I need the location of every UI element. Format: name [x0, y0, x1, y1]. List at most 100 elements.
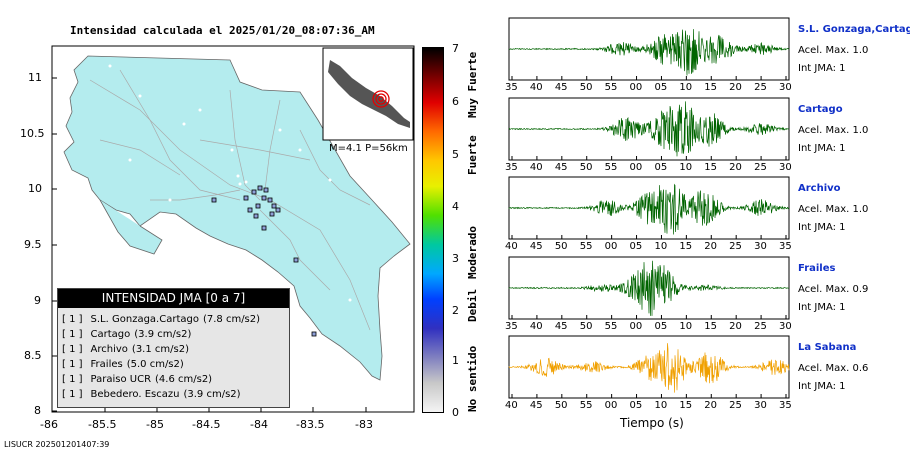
time-tick-label: 10 [654, 241, 668, 252]
colorbar-tick: 5 [452, 148, 459, 161]
legend-level: [ 1 ] [62, 389, 83, 400]
legend-level: [ 1 ] [62, 329, 83, 340]
station-intensity: Int JMA: 1 [798, 302, 846, 313]
inset-caption: M=4.1 P=56km [329, 143, 408, 154]
legend-station: Frailes [90, 359, 123, 370]
time-tick-label: 45 [529, 241, 543, 252]
colorbar-tick: 3 [452, 252, 459, 265]
time-tick-label: 25 [729, 400, 742, 411]
time-tick-label: 25 [754, 321, 767, 332]
map-y-tick: 11 [28, 71, 42, 84]
seismogram-trace [508, 183, 790, 235]
time-tick-label: 05 [629, 400, 643, 411]
time-tick-label: 00 [604, 400, 618, 411]
seismogram-trace [508, 343, 790, 393]
time-tick-label: 40 [529, 82, 543, 93]
seismogram-trace [508, 101, 790, 157]
time-tick-label: 10 [679, 321, 693, 332]
legend-station: Bebedero. Escazu [90, 389, 180, 400]
legend-level: [ 1 ] [62, 374, 83, 385]
legend-accel: (3.9 cm/s2) [183, 389, 241, 400]
legend-row: [ 1 ] Bebedero. Escazu (3.9 cm/s2) [62, 389, 241, 400]
time-tick-label: 05 [654, 82, 668, 93]
time-tick-label: 35 [779, 400, 792, 411]
legend-row: [ 1 ] Cartago (3.9 cm/s2) [62, 329, 191, 340]
colorbar-tick: 7 [452, 42, 459, 55]
time-tick-label: 40 [529, 162, 543, 173]
time-tick-label: 55 [604, 321, 618, 332]
time-tick-label: 40 [505, 400, 518, 411]
legend-accel: (3.1 cm/s2) [131, 344, 189, 355]
station-accel: Acel. Max. 1.0 [798, 45, 869, 56]
map-y-tick: 9.5 [24, 238, 42, 251]
station-name: S.L. Gonzaga,Cartago [798, 24, 910, 35]
time-tick-label: 40 [529, 321, 543, 332]
time-tick-label: 50 [554, 400, 568, 411]
legend-station: Cartago [90, 329, 131, 340]
map-x-tick: -85.5 [88, 418, 117, 431]
time-tick-label: 30 [754, 400, 767, 411]
time-tick-label: 55 [579, 241, 593, 252]
road-network [89, 69, 371, 331]
time-tick-label: 20 [704, 241, 717, 252]
footer-id: LISUCR 202501201407:39 [4, 440, 110, 449]
station-accel: Acel. Max. 0.6 [798, 363, 869, 374]
time-tick-label: 45 [554, 162, 568, 173]
station-intensity: Int JMA: 1 [798, 222, 846, 233]
time-tick-label: 35 [505, 162, 518, 173]
legend-accel: (4.6 cm/s2) [155, 374, 213, 385]
time-tick-label: 00 [629, 321, 643, 332]
colorbar-tick: 1 [452, 354, 459, 367]
city-dots [108, 64, 352, 302]
time-tick-label: 45 [554, 321, 568, 332]
time-tick-label: 05 [629, 241, 643, 252]
time-tick-label: 20 [729, 82, 742, 93]
time-tick-label: 30 [754, 241, 767, 252]
station-intensity: Int JMA: 1 [798, 381, 846, 392]
time-tick-label: 35 [505, 321, 518, 332]
time-tick-label: 20 [729, 162, 742, 173]
time-tick-label: 35 [505, 82, 518, 93]
legend-row: [ 1 ] Archivo (3.1 cm/s2) [62, 344, 189, 355]
time-tick-label: 30 [779, 162, 792, 173]
station-intensity: Int JMA: 1 [798, 143, 846, 154]
map-y-tick-marks [52, 77, 57, 412]
map-x-tick: -83 [355, 418, 373, 431]
time-tick-label: 55 [579, 400, 593, 411]
station-name: Cartago [798, 104, 843, 115]
time-tick-label: 20 [704, 400, 717, 411]
map-x-tick: -84.5 [192, 418, 221, 431]
page-title: Intensidad calculada el 2025/01/20_08:07… [70, 24, 375, 37]
time-tick-label: 10 [654, 400, 668, 411]
intensity-colorbar [422, 47, 444, 413]
legend-title: INTENSIDAD JMA [0 a 7] [58, 289, 289, 308]
map-x-tick: -84 [250, 418, 268, 431]
time-tick-label: 55 [604, 82, 618, 93]
map-x-tick: -83.5 [296, 418, 325, 431]
time-tick-label: 00 [629, 82, 643, 93]
time-tick-label: 15 [704, 321, 717, 332]
time-tick-label: 00 [629, 162, 643, 173]
seismogram-trace [508, 29, 790, 76]
legend-station: Archivo [90, 344, 128, 355]
legend-row: [ 1 ] Frailes (5.0 cm/s2) [62, 359, 184, 370]
station-name: La Sabana [798, 342, 857, 353]
nicoya-peninsula [99, 199, 163, 255]
time-tick-label: 25 [754, 82, 767, 93]
map-y-tick: 9 [34, 294, 41, 307]
legend-station: S.L. Gonzaga.Cartago [90, 314, 199, 325]
epicenter-circles [372, 90, 390, 108]
map-x-tick: -86 [40, 418, 58, 431]
legend-accel: (7.8 cm/s2) [202, 314, 261, 325]
station-accel: Acel. Max. 1.0 [798, 204, 869, 215]
inset-land [328, 60, 410, 128]
time-tick-label: 50 [579, 162, 593, 173]
station-name: Frailes [798, 263, 836, 274]
time-tick-label: 30 [779, 321, 792, 332]
time-tick-label: 45 [529, 400, 543, 411]
time-tick-label: 45 [554, 82, 568, 93]
legend-level: [ 1 ] [62, 314, 83, 325]
legend-accel: (5.0 cm/s2) [126, 359, 184, 370]
time-tick-label: 15 [704, 82, 717, 93]
